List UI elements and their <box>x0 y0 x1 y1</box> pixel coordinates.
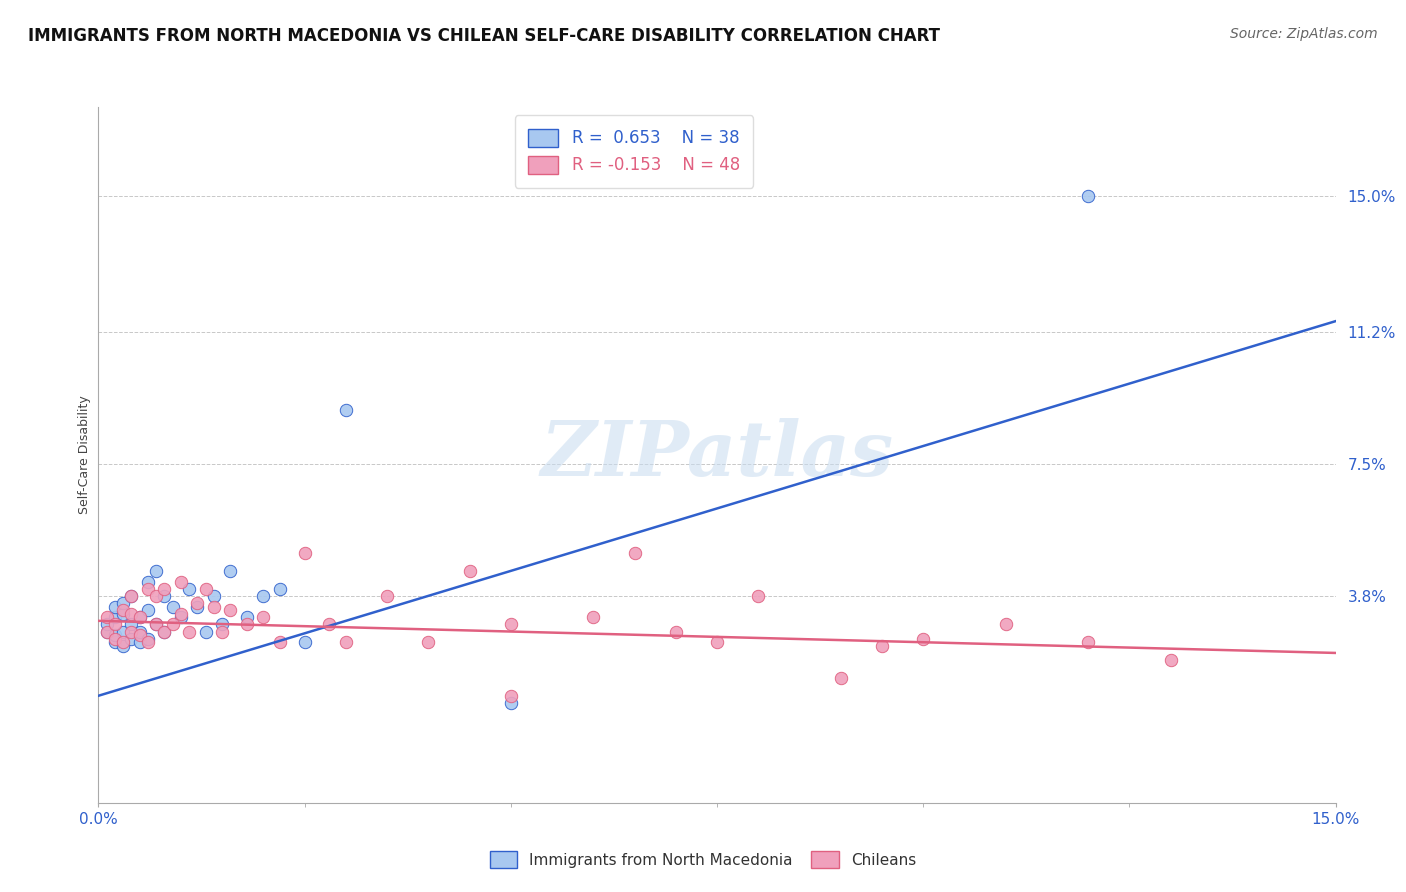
Point <box>104 617 127 632</box>
Point <box>128 610 150 624</box>
Point <box>706 635 728 649</box>
Point <box>96 617 118 632</box>
Point <box>112 635 135 649</box>
Point <box>145 589 167 603</box>
Point <box>252 610 274 624</box>
Text: ZIPatlas: ZIPatlas <box>540 418 894 491</box>
Point <box>120 589 142 603</box>
Point <box>170 574 193 589</box>
Point <box>236 610 259 624</box>
Point <box>665 624 688 639</box>
Point <box>1160 653 1182 667</box>
Point <box>136 582 159 596</box>
Point <box>128 635 150 649</box>
Text: IMMIGRANTS FROM NORTH MACEDONIA VS CHILEAN SELF-CARE DISABILITY CORRELATION CHAR: IMMIGRANTS FROM NORTH MACEDONIA VS CHILE… <box>28 27 941 45</box>
Point <box>219 603 242 617</box>
Point <box>418 635 440 649</box>
Point <box>186 596 208 610</box>
Point <box>162 617 184 632</box>
Legend: Immigrants from North Macedonia, Chileans: Immigrants from North Macedonia, Chilean… <box>482 844 924 875</box>
Point <box>186 599 208 614</box>
Point <box>252 589 274 603</box>
Point <box>269 635 291 649</box>
Point <box>202 599 225 614</box>
Point <box>294 635 316 649</box>
Point <box>112 639 135 653</box>
Point <box>112 603 135 617</box>
Point <box>96 624 118 639</box>
Point <box>211 617 233 632</box>
Point <box>375 589 398 603</box>
Point <box>120 617 142 632</box>
Point <box>96 624 118 639</box>
Legend: R =  0.653    N = 38, R = -0.153    N = 48: R = 0.653 N = 38, R = -0.153 N = 48 <box>515 115 754 187</box>
Point <box>145 617 167 632</box>
Point <box>128 624 150 639</box>
Point <box>104 632 127 646</box>
Point <box>104 635 127 649</box>
Point <box>179 624 201 639</box>
Point <box>170 610 193 624</box>
Point <box>162 599 184 614</box>
Point <box>104 599 127 614</box>
Point <box>912 632 935 646</box>
Point <box>136 632 159 646</box>
Point <box>870 639 893 653</box>
Point <box>294 546 316 560</box>
Point <box>104 610 127 624</box>
Point <box>145 564 167 578</box>
Point <box>120 624 142 639</box>
Point <box>104 628 127 642</box>
Point <box>194 582 217 596</box>
Point <box>128 610 150 624</box>
Point <box>499 617 522 632</box>
Y-axis label: Self-Care Disability: Self-Care Disability <box>79 395 91 515</box>
Point <box>335 635 357 649</box>
Point <box>202 589 225 603</box>
Point <box>112 596 135 610</box>
Point <box>120 589 142 603</box>
Point <box>318 617 340 632</box>
Point <box>153 589 176 603</box>
Point <box>96 610 118 624</box>
Point <box>211 624 233 639</box>
Point <box>269 582 291 596</box>
Point <box>136 635 159 649</box>
Point <box>499 689 522 703</box>
Point <box>120 632 142 646</box>
Point <box>112 607 135 621</box>
Point <box>236 617 259 632</box>
Point <box>335 403 357 417</box>
Point <box>179 582 201 596</box>
Point <box>219 564 242 578</box>
Point <box>128 628 150 642</box>
Point <box>194 624 217 639</box>
Point <box>153 624 176 639</box>
Point <box>136 603 159 617</box>
Point <box>112 624 135 639</box>
Point <box>1077 635 1099 649</box>
Point <box>499 696 522 710</box>
Text: Source: ZipAtlas.com: Source: ZipAtlas.com <box>1230 27 1378 41</box>
Point <box>994 617 1017 632</box>
Point <box>582 610 605 624</box>
Point <box>153 582 176 596</box>
Point <box>120 607 142 621</box>
Point <box>170 607 193 621</box>
Point <box>1077 189 1099 203</box>
Point <box>830 671 852 685</box>
Point <box>153 624 176 639</box>
Point <box>623 546 645 560</box>
Point <box>145 617 167 632</box>
Point <box>136 574 159 589</box>
Point <box>458 564 481 578</box>
Point <box>747 589 769 603</box>
